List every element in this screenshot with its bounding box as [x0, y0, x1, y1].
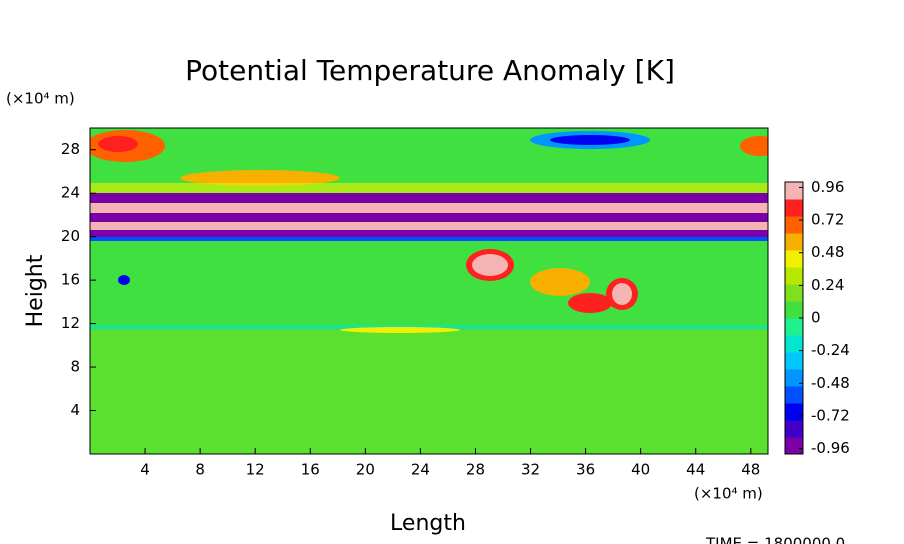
- x-tick-label: 32: [521, 461, 540, 479]
- colorbar-band: [785, 216, 803, 234]
- y-tick-label: 16: [61, 271, 80, 289]
- x-tick-label: 16: [301, 461, 320, 479]
- x-tick-label: 48: [741, 461, 760, 479]
- x-tick-label: 36: [576, 461, 595, 479]
- x-tick-label: 28: [466, 461, 485, 479]
- x-axis-title: Length: [390, 511, 466, 536]
- x-tick-label: 20: [356, 461, 375, 479]
- x-tick-label: 24: [411, 461, 430, 479]
- colorbar-band: [785, 284, 803, 302]
- x-unit: (×10⁴ m): [694, 485, 763, 503]
- colorbar-band: [785, 335, 803, 353]
- y-tick-label: 8: [70, 358, 80, 376]
- field: [90, 128, 768, 454]
- colorbar-band: [785, 233, 803, 251]
- colorbar-tick-label: -0.24: [811, 341, 850, 359]
- chart-title: Potential Temperature Anomaly [K]: [185, 54, 675, 87]
- y-unit: (×10⁴ m): [6, 90, 75, 108]
- y-axis-title: Height: [23, 254, 48, 327]
- colorbar-band: [785, 403, 803, 421]
- plot-frame: [89, 127, 769, 455]
- colorbar-band: [785, 386, 803, 404]
- colorbar-band: [785, 267, 803, 285]
- x-tick-label: 4: [140, 461, 150, 479]
- colorbar-tick-label: -0.96: [811, 439, 850, 457]
- colorbar-band: [785, 182, 803, 200]
- colorbar-band: [785, 369, 803, 387]
- colorbar-tick-label: -0.72: [811, 406, 850, 424]
- colorbar-band: [785, 352, 803, 370]
- colorbar-band: [785, 420, 803, 438]
- colorbar-tick-label: 0: [811, 309, 821, 327]
- colorbar-tick-label: 0.96: [811, 178, 844, 196]
- colorbar-band: [785, 318, 803, 336]
- time-label: TIME = 1800000.0: [705, 535, 845, 544]
- colorbar-tick-label: -0.48: [811, 374, 850, 392]
- colorbar-tick-label: 0.24: [811, 276, 844, 294]
- colorbar-band: [785, 199, 803, 217]
- colorbar-tick-label: 0.48: [811, 243, 844, 261]
- x-tick-label: 40: [631, 461, 650, 479]
- colorbar-frame: [784, 181, 804, 455]
- x-tick-label: 12: [246, 461, 265, 479]
- y-tick-label: 20: [61, 227, 80, 245]
- colorbar-band: [785, 301, 803, 319]
- colorbar-tick-label: 0.72: [811, 211, 844, 229]
- y-tick-label: 28: [61, 140, 80, 158]
- colorbar-band: [785, 437, 803, 455]
- x-tick-label: 44: [686, 461, 705, 479]
- y-tick-label: 24: [61, 184, 80, 202]
- y-tick-label: 12: [61, 314, 80, 332]
- colorbar-band: [785, 250, 803, 268]
- x-tick-label: 8: [195, 461, 205, 479]
- y-tick-label: 4: [70, 401, 80, 419]
